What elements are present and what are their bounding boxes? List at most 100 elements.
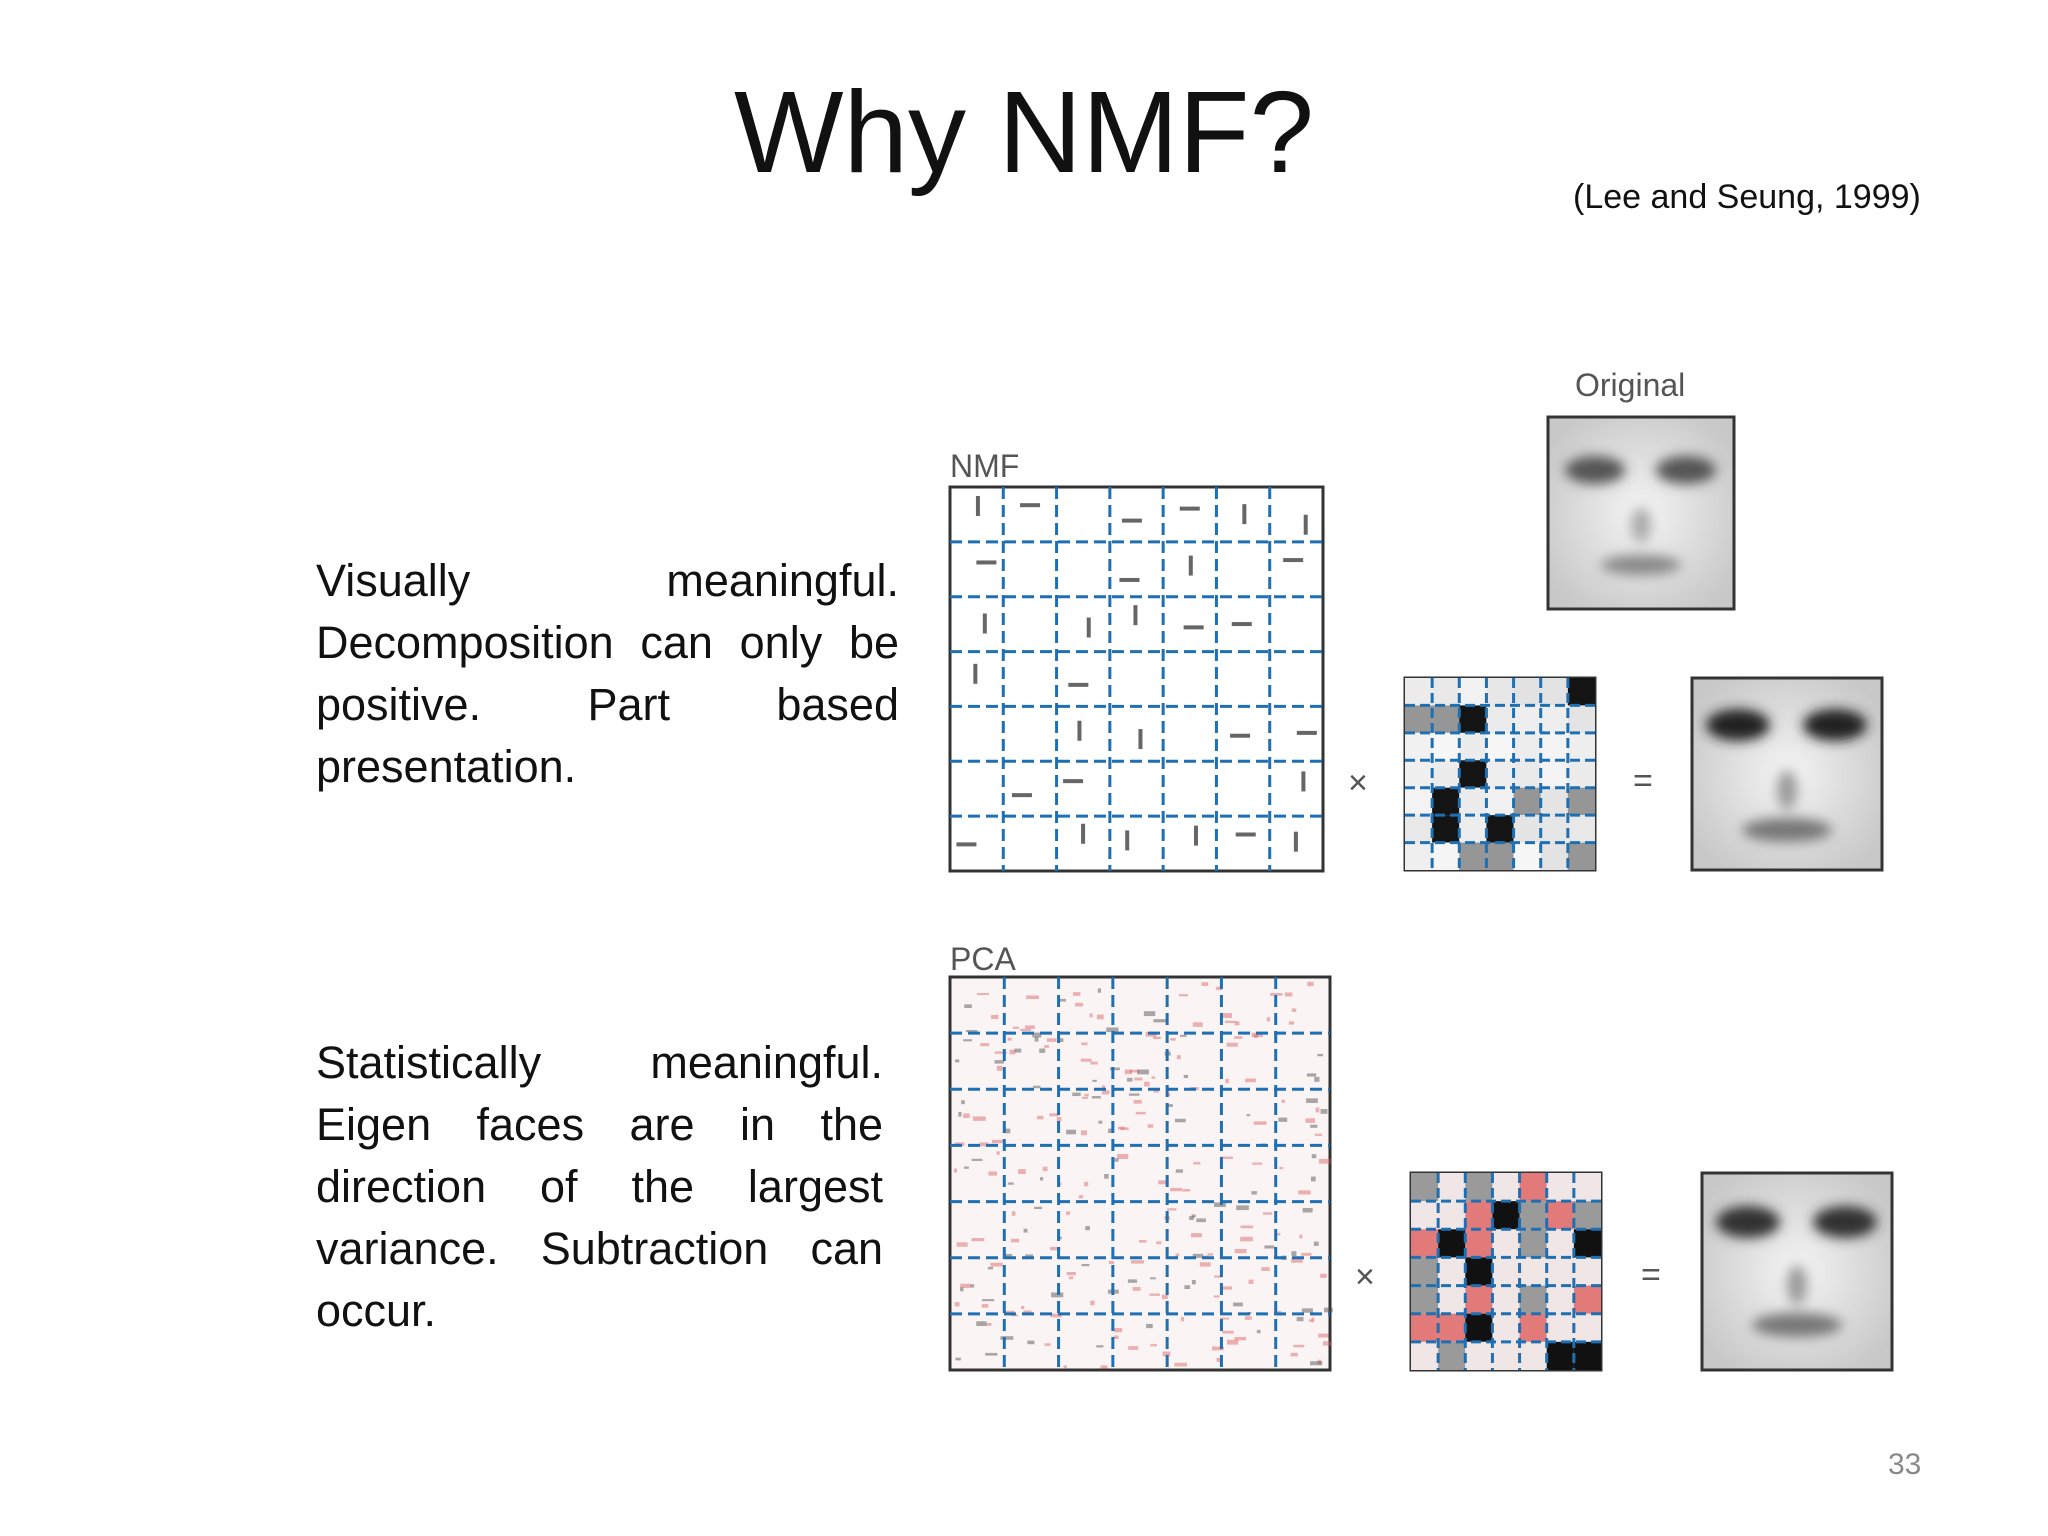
pca-basis-feature bbox=[987, 1266, 994, 1270]
pca-basis-feature bbox=[1234, 1336, 1247, 1341]
pca-basis-feature bbox=[1216, 986, 1223, 991]
pca-basis-feature bbox=[1100, 1365, 1108, 1369]
pca-basis-feature bbox=[960, 1283, 971, 1288]
nmf-coefficient-cell bbox=[1540, 732, 1568, 761]
pca-basis-feature bbox=[965, 1029, 978, 1033]
slide-title: Why NMF? bbox=[734, 67, 1314, 197]
nmf-coefficient-cell bbox=[1567, 678, 1595, 706]
pca-basis-feature bbox=[1320, 1109, 1328, 1114]
nmf-basis-feature bbox=[1235, 832, 1256, 837]
pca-coefficient-cell bbox=[1492, 1173, 1520, 1202]
nmf-coefficient-cell bbox=[1405, 705, 1433, 733]
pca-basis-feature bbox=[1322, 1341, 1332, 1346]
pca-basis-feature bbox=[1007, 1182, 1014, 1185]
pca-basis-feature bbox=[1175, 1253, 1180, 1257]
pca-basis-feature bbox=[1261, 1267, 1270, 1271]
pca-basis-feature bbox=[1134, 1077, 1143, 1081]
pca-basis-feature bbox=[1040, 1177, 1044, 1181]
pca-basis-feature bbox=[1120, 1127, 1129, 1131]
pca-basis-feature bbox=[1240, 1236, 1253, 1242]
nmf-coefficient-cell bbox=[1486, 787, 1514, 816]
pca-basis-feature bbox=[1251, 1191, 1257, 1195]
pca-basis-feature bbox=[1158, 1180, 1169, 1185]
pca-coefficient-cell bbox=[1492, 1229, 1520, 1258]
pca-basis-feature bbox=[1291, 1008, 1297, 1012]
pca-basis-feature bbox=[1137, 1069, 1149, 1075]
nmf-coefficient-cell bbox=[1567, 760, 1595, 788]
pca-basis-feature bbox=[1072, 1092, 1081, 1097]
pca-basis-feature bbox=[1044, 1343, 1051, 1346]
citation: (Lee and Seung, 1999) bbox=[1573, 178, 1921, 216]
pca-basis-feature bbox=[1167, 1208, 1177, 1211]
pca-basis-feature bbox=[988, 1171, 998, 1176]
pca-basis-feature bbox=[979, 1142, 989, 1147]
pca-coefficient-cell bbox=[1492, 1285, 1520, 1314]
pca-coefficient-cell bbox=[1411, 1201, 1439, 1230]
pca-basis-feature bbox=[1306, 1098, 1318, 1103]
pca-basis-feature bbox=[1026, 995, 1039, 1000]
pca-basis-feature bbox=[1081, 1042, 1088, 1046]
pca-basis-feature bbox=[1058, 998, 1066, 1002]
nmf-coefficient-cell bbox=[1540, 760, 1568, 788]
pca-basis-feature bbox=[1011, 1211, 1016, 1216]
pca-coefficient-cell bbox=[1546, 1285, 1574, 1314]
pca-basis-feature bbox=[1007, 1037, 1012, 1041]
pca-basis-feature bbox=[1110, 1067, 1120, 1071]
pca-basis-feature bbox=[1170, 1038, 1176, 1041]
pca-basis-feature bbox=[1128, 1093, 1140, 1096]
pca-basis-feature bbox=[1096, 1345, 1104, 1348]
pca-coefficient-cell bbox=[1465, 1229, 1493, 1258]
nmf-basis-feature bbox=[1188, 555, 1193, 576]
nmf-basis-feature bbox=[1242, 504, 1247, 525]
pca-basis-feature bbox=[954, 1168, 958, 1173]
pca-basis-feature bbox=[1170, 1187, 1183, 1192]
pca-equals-symbol: = bbox=[1641, 1256, 1661, 1294]
pca-basis-feature bbox=[972, 1116, 986, 1121]
pca-basis-feature bbox=[1180, 1034, 1187, 1037]
nmf-coefficient-cell bbox=[1405, 732, 1433, 761]
nmf-coefficient-cell bbox=[1540, 815, 1568, 843]
pca-basis-feature bbox=[996, 1151, 1000, 1155]
pca-coefficient-cell bbox=[1546, 1313, 1574, 1342]
pca-basis-feature bbox=[1299, 1234, 1303, 1239]
pca-basis-feature bbox=[1032, 1032, 1042, 1038]
nmf-basis-feature bbox=[956, 842, 977, 847]
pca-basis-feature bbox=[1149, 1293, 1160, 1296]
pca-basis-feature bbox=[1225, 1078, 1230, 1084]
pca-basis-feature bbox=[1278, 1117, 1288, 1122]
nmf-basis-feature bbox=[1068, 682, 1089, 687]
nmf-coefficient-cell bbox=[1459, 732, 1487, 761]
pca-coefficient-cell bbox=[1438, 1201, 1466, 1230]
figure-svg: Original NMF × = bbox=[948, 367, 1894, 1372]
pca-basis-feature bbox=[1084, 1093, 1089, 1097]
pca-coefficient-cell bbox=[1492, 1257, 1520, 1286]
pca-coefficient-cell bbox=[1546, 1257, 1574, 1286]
pca-basis-feature bbox=[1073, 992, 1081, 996]
pca-basis-feature bbox=[1288, 1021, 1295, 1025]
nmf-coefficient-cell bbox=[1459, 842, 1487, 870]
pca-basis-feature bbox=[1096, 1014, 1104, 1020]
nmf-basis-feature bbox=[1133, 605, 1138, 626]
pca-basis-feature bbox=[1059, 1038, 1064, 1043]
pca-basis-feature bbox=[961, 1100, 965, 1105]
nmf-basis-feature bbox=[973, 663, 978, 684]
pca-basis-feature bbox=[1182, 1189, 1191, 1192]
pca-basis-feature bbox=[976, 1321, 987, 1327]
pca-basis-feature bbox=[1033, 1085, 1041, 1089]
pca-basis-feature bbox=[1234, 1248, 1247, 1254]
pca-basis-feature bbox=[1117, 1126, 1125, 1130]
nmf-basis-grid bbox=[948, 485, 1325, 873]
pca-basis-feature bbox=[1264, 1245, 1275, 1249]
pca-basis-feature bbox=[1301, 1252, 1312, 1256]
pca-basis-feature bbox=[1252, 1162, 1263, 1165]
pca-basis-feature bbox=[954, 1302, 960, 1307]
pca-basis-feature bbox=[1034, 1037, 1039, 1042]
pca-coefficient-cell bbox=[1438, 1229, 1466, 1258]
pca-basis-feature bbox=[1143, 1011, 1156, 1017]
pca-basis-feature bbox=[1144, 1081, 1150, 1087]
nmf-coefficient-cell bbox=[1432, 787, 1460, 816]
pca-basis-feature bbox=[1050, 1246, 1061, 1251]
pca-basis-feature bbox=[1248, 1279, 1254, 1284]
nmf-coefficient-cell bbox=[1486, 760, 1514, 788]
pca-coefficient-cell bbox=[1546, 1341, 1574, 1370]
